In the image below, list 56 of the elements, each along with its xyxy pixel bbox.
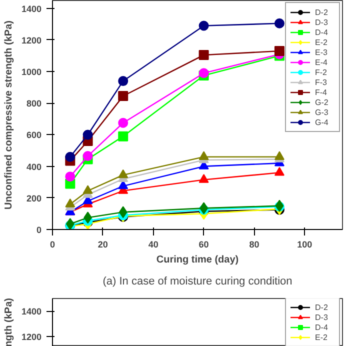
legend-label: E-2 <box>315 37 328 47</box>
text: (a) In case of moisture curing condition <box>102 276 292 288</box>
y-tick-label: 800 <box>26 98 42 109</box>
point <box>82 185 93 194</box>
point <box>82 151 93 162</box>
legend-label: D-2 <box>315 302 329 312</box>
legend-label: D-3 <box>315 17 329 27</box>
point <box>274 151 284 160</box>
x-tick-label: 40 <box>148 240 158 250</box>
legend-label: F-2 <box>315 67 328 77</box>
point <box>274 18 284 28</box>
y-tick-label: 1200 <box>21 35 42 46</box>
point <box>198 174 209 183</box>
y-tick-label: 400 <box>26 162 42 172</box>
legend-label: D-4 <box>315 27 329 37</box>
legend-label: F-3 <box>315 77 328 87</box>
legend-label: D-3 <box>315 312 329 322</box>
x-tick-label: 100 <box>297 240 312 250</box>
legend-label: G-2 <box>315 97 330 107</box>
point <box>274 166 284 176</box>
point <box>118 131 128 142</box>
x-tick-label: 0 <box>50 240 56 250</box>
x-tick-label: 20 <box>98 240 108 250</box>
point <box>66 218 74 230</box>
point <box>65 172 76 182</box>
point <box>118 169 128 178</box>
text: ngth (kPa) <box>3 298 14 346</box>
point <box>65 152 76 162</box>
point <box>65 198 76 208</box>
y-tick-label: 1400 <box>21 4 42 14</box>
y-tick-label: 1000 <box>21 67 42 78</box>
legend-label: E-2 <box>315 332 328 342</box>
point <box>118 118 128 128</box>
legend-label: D-4 <box>315 322 329 332</box>
x-tick-label: 60 <box>198 240 209 250</box>
point <box>118 206 128 218</box>
x-axis-title: Curing time (day) <box>156 254 239 266</box>
y-tick-label: 0 <box>36 225 42 235</box>
point <box>118 76 128 86</box>
legend-label: D-2 <box>315 7 329 17</box>
legend-label: F-4 <box>315 87 328 97</box>
point <box>82 130 93 140</box>
point <box>198 20 209 31</box>
y-tick-label: 600 <box>26 130 42 140</box>
point <box>274 46 284 56</box>
point <box>198 151 209 160</box>
point <box>198 68 209 78</box>
x-tick-label: 80 <box>249 240 260 250</box>
y-tick-label: 200 <box>26 193 42 204</box>
point <box>118 91 128 102</box>
legend-label: E-3 <box>315 47 328 57</box>
y-axis-title: Unconfined compressive strength (kPa) <box>3 20 14 210</box>
point <box>198 50 209 60</box>
legend-label: G-3 <box>315 107 330 117</box>
legend-label: E-4 <box>315 57 328 67</box>
legend-label: G-4 <box>315 117 330 127</box>
